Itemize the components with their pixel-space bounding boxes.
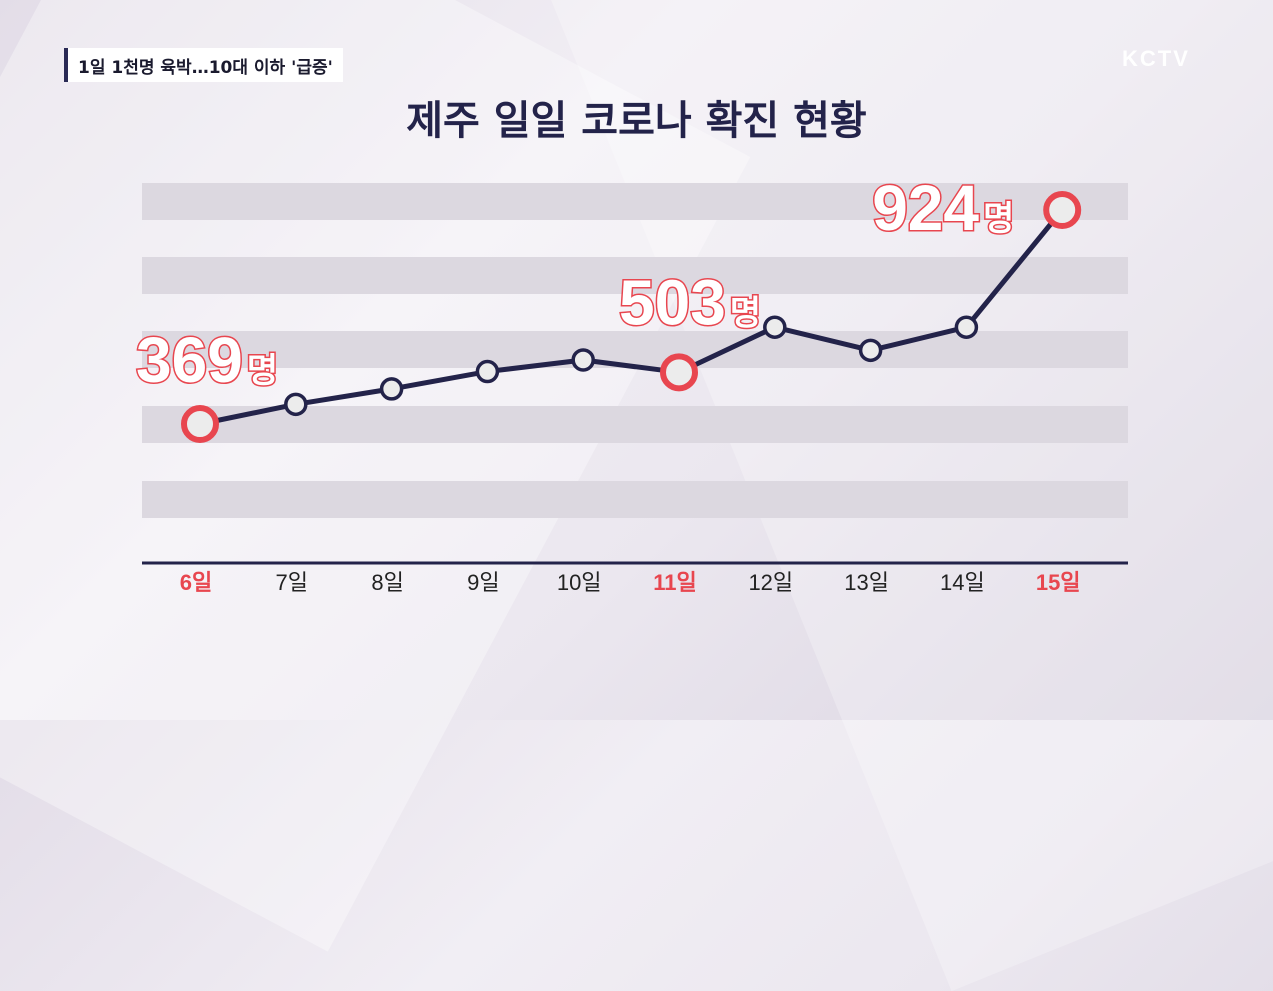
x-tick-label: 6일 <box>180 570 212 595</box>
highlight-number: 924 <box>872 172 979 244</box>
grid-band <box>142 481 1128 518</box>
data-point <box>763 315 787 339</box>
x-tick-label: 12일 <box>748 570 793 595</box>
highlight-value-label: 924 명 <box>872 172 1014 244</box>
broadcaster-logo: KCTV <box>1122 46 1190 71</box>
grid-band <box>142 406 1128 443</box>
grid-bands <box>142 183 1128 518</box>
data-point <box>475 359 500 384</box>
data-point <box>954 315 979 339</box>
data-point <box>1043 191 1082 229</box>
series-line <box>199 208 1065 427</box>
x-tick-label: 8일 <box>371 570 403 595</box>
x-tick-label: 14일 <box>940 570 985 595</box>
grid-band <box>142 257 1128 294</box>
highlight-value-label: 503 명 <box>619 266 761 338</box>
x-tick-label: 9일 <box>467 570 499 595</box>
data-points <box>181 191 1082 443</box>
highlight-value-label: 369 명 <box>136 324 278 396</box>
highlight-number: 369 <box>136 324 243 396</box>
data-point <box>379 377 404 401</box>
x-tick-label: 11일 <box>653 570 697 595</box>
highlight-unit: 명 <box>247 352 278 390</box>
news-caption: 1일 1천명 육박…10대 이하 '급증' <box>64 48 343 82</box>
x-tick-label: 7일 <box>276 570 308 595</box>
data-point <box>660 353 698 392</box>
highlight-number: 503 <box>619 266 726 338</box>
x-tick-label: 13일 <box>844 570 889 595</box>
data-point <box>284 392 308 417</box>
highlight-unit: 명 <box>983 200 1014 238</box>
data-point <box>571 348 595 372</box>
data-point <box>858 338 883 363</box>
x-tick-label: 15일 <box>1036 570 1081 595</box>
x-tick-labels: 6일 7일 8일 9일 10일 11일 12일 13일 14일 15일 <box>180 570 1081 595</box>
chart-title: 제주 일일 코로나 확진 현황 <box>406 98 867 144</box>
data-point <box>181 405 219 443</box>
grid-band <box>142 183 1128 220</box>
highlight-unit: 명 <box>730 294 761 332</box>
x-tick-label: 10일 <box>557 570 602 595</box>
